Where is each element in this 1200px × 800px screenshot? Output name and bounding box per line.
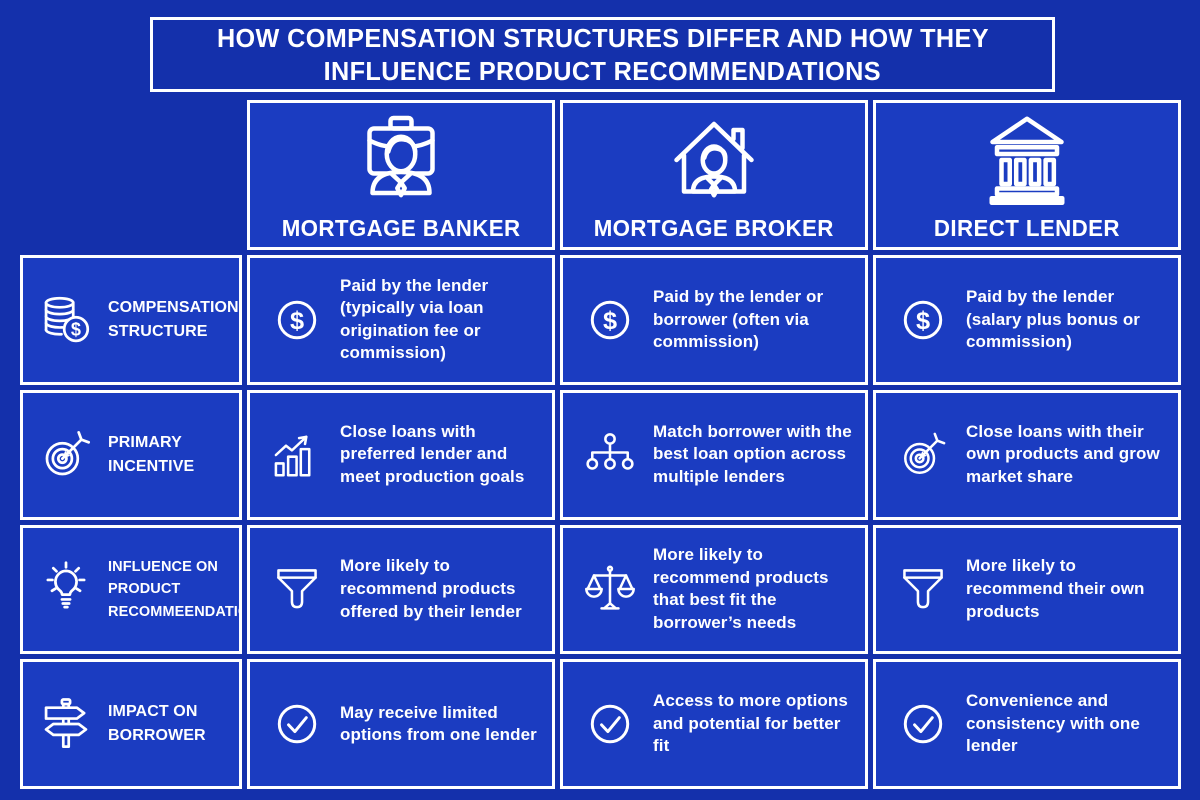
broker-icon [666, 109, 762, 205]
cell-text: More likely to recommend their own produ… [966, 556, 1145, 621]
funnel-icon [270, 562, 324, 616]
comparison-table: MORTGAGE BANKER MORTGAGE BROKER DIRECT L… [20, 100, 1181, 789]
row-label-influence-on-product-recommendations: INFLUENCE ON PRODUCT RECOMMEENDATIONS [20, 524, 242, 655]
check-circle-icon [896, 697, 950, 751]
column-header-label: MORTGAGE BROKER [593, 214, 835, 241]
column-header-label: MORTGAGE BANKER [281, 214, 521, 241]
lightbulb-icon [37, 560, 95, 618]
cell-text: Match borrower with the best loan option… [653, 421, 852, 486]
row-label-impact-on-borrower: IMPACT ON BORROWER [20, 659, 242, 789]
cell-banker-incentive: Close loans with preferred lender and me… [247, 389, 555, 520]
cell-broker-impact: Access to more options and potential for… [560, 659, 868, 789]
target-icon [896, 428, 950, 482]
cell-text: More likely to recommend products that b… [653, 545, 829, 632]
cell-banker-influence: More likely to recommend products offere… [247, 524, 555, 655]
row-label-text: PRIMARY INCENTIVE [108, 433, 195, 475]
cell-text: More likely to recommend products offere… [340, 556, 522, 621]
cell-lender-compensation: Paid by the lender (salary plus bonus or… [873, 255, 1181, 385]
row-label-text: INFLUENCE ON PRODUCT RECOMMEENDATIONS [108, 558, 239, 620]
row-label-primary-incentive: PRIMARY INCENTIVE [20, 389, 242, 520]
header-cell-mortgage-banker: MORTGAGE BANKER [247, 100, 555, 250]
cell-lender-influence: More likely to recommend their own produ… [873, 524, 1181, 655]
check-circle-icon [270, 697, 324, 751]
coins-icon [37, 291, 95, 349]
balance-scale-icon [583, 562, 637, 616]
header-cell-direct-lender: DIRECT LENDER [873, 100, 1181, 250]
title-box: HOW COMPENSATION STRUCTURES DIFFER AND H… [150, 17, 1055, 92]
dollar-circle-icon [583, 293, 637, 347]
cell-text: Convenience and consistency with one len… [966, 691, 1140, 756]
banker-icon [353, 109, 449, 205]
dollar-circle-icon [270, 293, 324, 347]
page-title-line1: HOW COMPENSATION STRUCTURES DIFFER AND H… [216, 23, 989, 53]
header-cell-mortgage-broker: MORTGAGE BROKER [560, 100, 868, 250]
target-icon [37, 426, 95, 484]
cell-banker-impact: May receive limited options from one len… [247, 659, 555, 789]
cell-text: Close loans with preferred lender and me… [340, 421, 525, 486]
row-label-text: COMPENSATION STRUCTURE [108, 298, 239, 340]
cell-text: Access to more options and potential for… [653, 691, 848, 756]
cell-text: Paid by the lender (salary plus bonus or… [966, 286, 1141, 352]
cell-banker-compensation: Paid by the lender (typically via loan o… [247, 255, 555, 385]
cell-text: Paid by the lender or borrower (often vi… [653, 286, 824, 352]
bank-icon [979, 109, 1075, 205]
page-title-line2: INFLUENCE PRODUCT RECOMMENDATIONS [323, 55, 882, 86]
cell-text: Paid by the lender (typically via loan o… [340, 275, 489, 363]
growth-chart-icon [270, 428, 324, 482]
dollar-circle-icon [896, 293, 950, 347]
column-header-label: DIRECT LENDER [933, 214, 1120, 241]
check-circle-icon [583, 697, 637, 751]
row-label-text: IMPACT ON BORROWER [108, 703, 206, 745]
corner-spacer [20, 100, 242, 250]
funnel-icon [896, 562, 950, 616]
cell-lender-impact: Convenience and consistency with one len… [873, 659, 1181, 789]
cell-text: Close loans with their own products and … [966, 421, 1160, 486]
cell-broker-influence: More likely to recommend products that b… [560, 524, 868, 655]
cell-text: May receive limited options from one len… [340, 702, 537, 745]
cell-broker-compensation: Paid by the lender or borrower (often vi… [560, 255, 868, 385]
signpost-icon [37, 695, 95, 753]
cell-broker-incentive: Match borrower with the best loan option… [560, 389, 868, 520]
row-label-compensation-structure: COMPENSATION STRUCTURE [20, 255, 242, 385]
cell-lender-incentive: Close loans with their own products and … [873, 389, 1181, 520]
hierarchy-icon [583, 428, 637, 482]
